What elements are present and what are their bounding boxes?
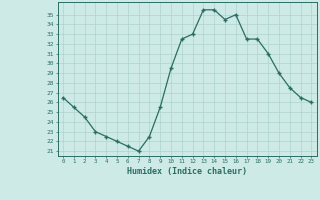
- X-axis label: Humidex (Indice chaleur): Humidex (Indice chaleur): [127, 167, 247, 176]
